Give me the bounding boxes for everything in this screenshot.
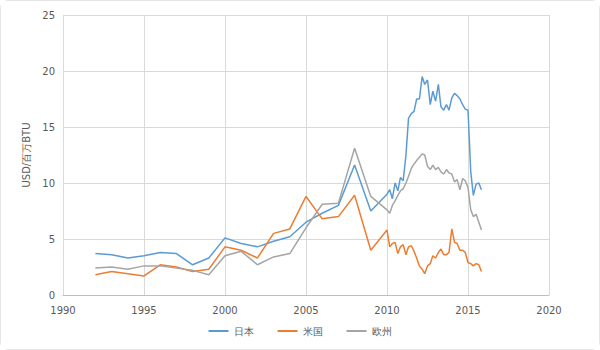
svg-text:15: 15 [42, 122, 55, 133]
svg-text:日本: 日本 [234, 326, 254, 337]
svg-text:20: 20 [42, 66, 55, 77]
svg-text:欧州: 欧州 [372, 326, 392, 337]
svg-text:5: 5 [49, 234, 55, 245]
svg-text:2020: 2020 [536, 305, 561, 316]
svg-text:1990: 1990 [50, 305, 75, 316]
svg-text:2015: 2015 [455, 305, 480, 316]
svg-text:1995: 1995 [131, 305, 156, 316]
svg-text:2000: 2000 [212, 305, 237, 316]
svg-text:25: 25 [42, 10, 55, 21]
svg-text:米国: 米国 [303, 326, 323, 337]
svg-text:2005: 2005 [293, 305, 318, 316]
svg-text:0: 0 [49, 290, 55, 301]
svg-text:2010: 2010 [374, 305, 399, 316]
svg-text:10: 10 [42, 178, 55, 189]
svg-text:USD/百万BTU: USD/百万BTU [21, 122, 32, 187]
